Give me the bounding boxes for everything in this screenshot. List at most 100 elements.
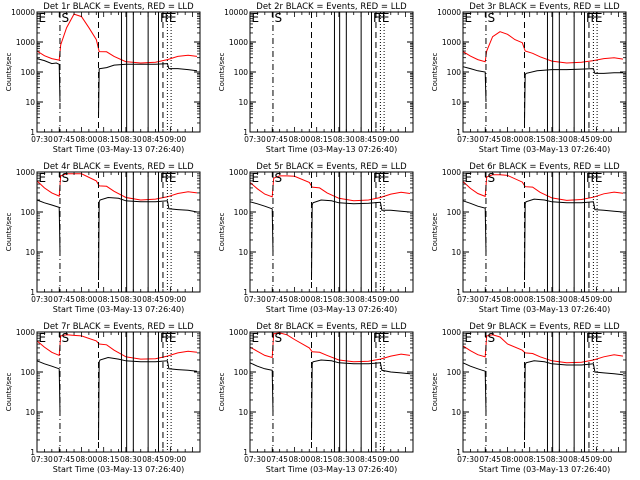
y-tick-label: 1000 [16, 38, 35, 47]
panel-title: Det 6r BLACK = Events, RED = LLD [469, 162, 620, 172]
y-tick-label: 1000 [442, 38, 461, 47]
marker-label: E [595, 331, 603, 345]
y-tick-label: 1000 [229, 168, 248, 177]
x-tick-label: 08:15 [311, 135, 333, 144]
x-tick-label: 09:00 [377, 295, 399, 304]
y-axis-label: Counts/sec [5, 213, 13, 252]
plot-frame [36, 331, 201, 453]
x-tick-label: 09:00 [164, 135, 186, 144]
y-tick-label: 1 [456, 128, 461, 137]
x-tick-label: 08:45 [355, 295, 377, 304]
marker-label: F [160, 171, 167, 185]
marker-label: F [377, 171, 384, 185]
x-tick-label: 08:15 [98, 455, 120, 464]
y-tick-label: 100 [21, 368, 36, 377]
marker-label: E [252, 11, 260, 25]
marker-label: E [465, 11, 473, 25]
y-tick-label: 10 [25, 248, 35, 257]
x-axis-label: Start Time (03-May-13 07:26:40) [53, 305, 184, 314]
x-tick-label: 08:15 [311, 295, 333, 304]
detector-panel-7: Det 7r BLACK = Events, RED = LLD Counts/s… [5, 322, 201, 474]
marker-label: F [164, 11, 171, 25]
x-tick-label: 09:00 [164, 455, 186, 464]
marker-label: F [590, 11, 597, 25]
x-tick-label: 07:45 [266, 135, 288, 144]
plot-frame [249, 11, 414, 133]
y-tick-label: 1 [456, 288, 461, 297]
panel-title: Det 3r BLACK = Events, RED = LLD [469, 2, 620, 12]
x-tick-label: 08:15 [524, 135, 546, 144]
y-axis-label: Counts/sec [431, 53, 439, 92]
y-tick-label: 100 [447, 68, 462, 77]
marker-label: E [169, 11, 177, 25]
marker-label: E [169, 171, 177, 185]
plot-frame [462, 11, 627, 133]
marker-label: E [169, 331, 177, 345]
x-tick-label: 07:30 [31, 455, 53, 464]
x-tick-label: 08:45 [142, 455, 164, 464]
x-tick-label: 08:15 [311, 455, 333, 464]
x-tick-label: 08:00 [502, 135, 524, 144]
y-tick-label: 100 [234, 208, 249, 217]
y-tick-label: 1 [243, 288, 248, 297]
y-tick-label: 1 [456, 448, 461, 457]
x-tick-label: 08:00 [289, 295, 311, 304]
x-tick-label: 07:45 [479, 295, 501, 304]
y-axis-label: Counts/sec [431, 213, 439, 252]
marker-label: E [39, 331, 47, 345]
panel-title: Det 8r BLACK = Events, RED = LLD [256, 322, 407, 332]
marker-label: S [274, 11, 282, 25]
y-tick-label: 1 [30, 288, 35, 297]
x-tick-label: 09:00 [164, 295, 186, 304]
marker-label: F [377, 331, 384, 345]
marker-label: E [39, 171, 47, 185]
y-tick-label: 100 [234, 68, 249, 77]
y-tick-label: 100 [234, 368, 249, 377]
plot-frame [36, 171, 201, 293]
x-tick-label: 08:45 [568, 295, 590, 304]
y-tick-label: 10000 [437, 8, 461, 17]
marker-label: F [590, 331, 597, 345]
marker-label: E [382, 11, 390, 25]
x-axis-label: Start Time (03-May-13 07:26:40) [266, 145, 397, 154]
marker-label: S [61, 171, 69, 185]
detector-panel-1: Det 1r BLACK = Events, RED = LLD Counts/s… [5, 2, 201, 154]
x-tick-label: 07:45 [479, 455, 501, 464]
x-axis-label: Start Time (03-May-13 07:26:40) [266, 465, 397, 474]
plot-frame [249, 171, 414, 293]
x-tick-label: 08:00 [289, 455, 311, 464]
series-events [249, 359, 411, 441]
x-tick-label: 08:30 [333, 135, 355, 144]
x-tick-label: 08:00 [289, 135, 311, 144]
detector-panel-2: Det 2r BLACK = Events, RED = LLD Counts/s… [218, 2, 414, 154]
marker-label: E [465, 171, 473, 185]
x-axis-label: Start Time (03-May-13 07:26:40) [479, 145, 610, 154]
x-tick-label: 08:00 [502, 455, 524, 464]
x-tick-label: 08:00 [76, 135, 98, 144]
x-axis-label: Start Time (03-May-13 07:26:40) [53, 145, 184, 154]
y-tick-label: 10 [25, 408, 35, 417]
marker-label: E [595, 11, 603, 25]
y-tick-label: 10 [451, 408, 461, 417]
x-tick-label: 08:45 [568, 135, 590, 144]
marker-label: E [39, 11, 47, 25]
marker-label: E [382, 171, 390, 185]
panel-title: Det 5r BLACK = Events, RED = LLD [256, 162, 407, 172]
marker-label: S [274, 171, 282, 185]
y-tick-label: 100 [447, 208, 462, 217]
marker-label: S [61, 11, 69, 25]
y-tick-label: 1 [243, 448, 248, 457]
marker-label: E [382, 331, 390, 345]
y-axis-label: Counts/sec [431, 373, 439, 412]
marker-label: F [377, 11, 384, 25]
detector-panel-5: Det 5r BLACK = Events, RED = LLD Counts/s… [218, 162, 414, 314]
plot-frame [36, 11, 201, 133]
x-tick-label: 07:45 [266, 295, 288, 304]
marker-label: F [373, 171, 380, 185]
series-events [36, 58, 198, 118]
y-tick-label: 10000 [11, 8, 35, 17]
x-tick-label: 08:15 [98, 135, 120, 144]
x-tick-label: 07:30 [31, 135, 53, 144]
x-tick-label: 07:30 [457, 455, 479, 464]
